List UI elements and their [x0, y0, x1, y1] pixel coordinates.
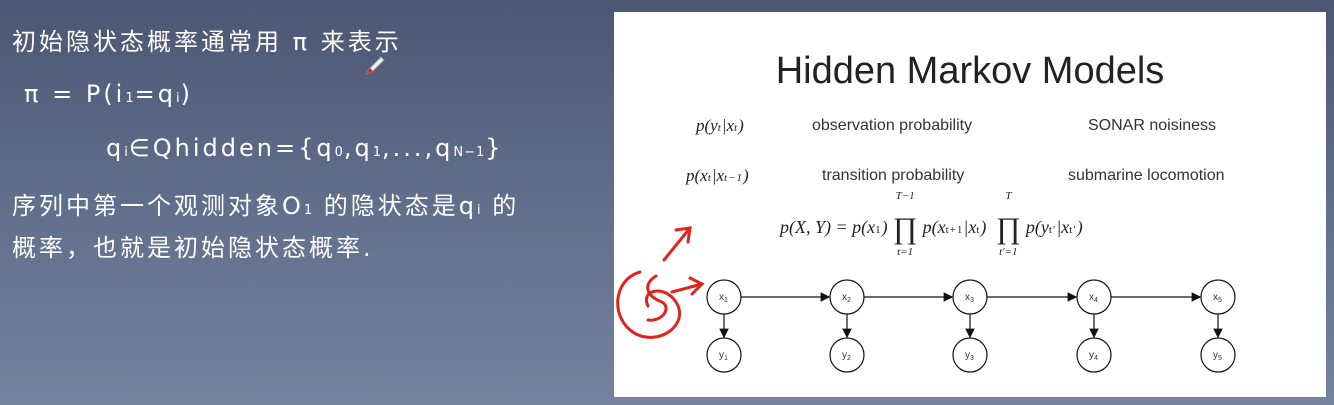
observed-node-label: y5	[1213, 350, 1222, 362]
hidden-node: x1	[706, 279, 742, 315]
hidden-node: x2	[829, 279, 865, 315]
term2-b: |x	[1056, 217, 1070, 238]
prod1-upper: T−1	[895, 190, 915, 202]
hidden-node-label: x5	[1213, 292, 1222, 304]
joint-lhs-end: )	[881, 217, 888, 238]
hidden-node: x5	[1200, 279, 1236, 315]
transition-example: submarine locomotion	[1068, 167, 1225, 184]
annotation-s-stroke	[646, 274, 668, 322]
transition-description: transition probability	[822, 167, 965, 184]
term2-c: )	[1076, 217, 1083, 238]
annotation-arrow-up	[662, 226, 692, 262]
left-line-1: 初始隐状态概率通常用 π 来表示	[12, 22, 402, 57]
annotation-arrow-up-head	[674, 226, 692, 244]
left-line-5: 概率，也就是初始隐状态概率.	[12, 228, 374, 263]
trans-term-a: p(x	[686, 166, 708, 185]
observed-node: y1	[706, 337, 742, 373]
line5-text: 概率，也就是初始隐状态概率.	[12, 234, 374, 262]
line4-sub-2: i	[477, 203, 482, 218]
slide-title: Hidden Markov Models	[775, 50, 1165, 92]
line3-sub-3: 1	[372, 145, 383, 160]
line3-part-a: q	[106, 134, 125, 162]
obs-term-a: p(y	[696, 116, 718, 135]
left-line-1-text: 初始隐状态概率通常用 π 来表示	[12, 28, 402, 56]
trans-term-sub2: t−1	[724, 172, 743, 184]
observed-node: y4	[1076, 337, 1112, 373]
term1-b: |x	[963, 217, 977, 238]
line3-part-d: ,...,q	[382, 134, 454, 162]
term2-sub1: t′	[1048, 224, 1057, 237]
observed-node-label: y1	[719, 350, 728, 362]
hidden-node-label: x1	[719, 292, 728, 304]
line2-sub-1: 1	[125, 91, 135, 106]
prod2-lower: t′=1	[999, 246, 1018, 258]
pen-cursor-icon	[364, 56, 385, 76]
line2-part-a: π = P(i	[24, 80, 126, 108]
hidden-node: x3	[952, 279, 988, 315]
joint-lhs-sub: 1	[875, 224, 882, 237]
line4-part-b: 的隐状态是q	[313, 192, 478, 220]
prod1-lower: t=1	[897, 246, 914, 258]
term1-sub1: t+1	[945, 224, 964, 237]
observation-example: SONAR noisiness	[1088, 117, 1217, 134]
transition-term: p(xt|xt−1)	[686, 166, 749, 186]
joint-probability-formula: p(X, Y) = p(x1) T−1 ∏ t=1 p(xt+1|xt) T ∏ t′=…	[780, 190, 1083, 258]
hidden-node-label: x3	[965, 292, 974, 304]
line3-part-e: }	[485, 134, 504, 162]
line3-sub-1: i	[124, 145, 129, 160]
annotation-arrow-right	[670, 282, 704, 294]
left-line-2: π = P(i1=qi)	[24, 80, 193, 108]
product-2: T ∏ t′=1	[995, 190, 1021, 258]
line3-sub-4: N−1	[453, 145, 486, 160]
term2-a: p(y	[1025, 217, 1049, 238]
observation-term: p(yt|xt)	[696, 116, 744, 136]
line4-part-c: 的	[481, 192, 520, 220]
line3-part-b: ∈Qhidden={q	[128, 134, 335, 162]
left-line-3: qi∈Qhidden={q0,q1,...,qN−1}	[106, 134, 504, 162]
observed-node: y5	[1200, 337, 1236, 373]
observed-node: y2	[829, 337, 865, 373]
observed-node-label: y4	[1089, 350, 1098, 362]
term1-sub2: t	[976, 224, 981, 237]
obs-term-sub2: t	[734, 122, 739, 134]
term1-c: )	[980, 217, 987, 238]
prod2-upper: T	[1005, 190, 1012, 202]
observation-description: observation probability	[812, 117, 973, 134]
trans-term-sub1: t	[707, 172, 712, 184]
term2-sub2: t′	[1069, 224, 1077, 237]
obs-term-c: )	[738, 116, 744, 135]
observed-node-label: y3	[965, 350, 974, 362]
trans-term-c: )	[742, 166, 749, 185]
line3-part-c: ,q	[343, 134, 373, 162]
product-1: T−1 ∏ t=1	[892, 190, 918, 258]
hidden-node: x4	[1076, 279, 1112, 315]
line3-sub-2: 0	[334, 145, 344, 160]
left-line-4: 序列中第一个观测对象O1 的隐状态是qi 的	[12, 186, 519, 221]
trans-term-b: |x	[711, 166, 724, 185]
line4-part-a: 序列中第一个观测对象O	[12, 192, 304, 220]
hidden-node-label: x4	[1089, 292, 1098, 304]
line2-part-b: =q	[134, 80, 176, 108]
line2-sub-2: i	[175, 91, 181, 106]
slide-panel: Hidden Markov Models p(yt|xt) observatio…	[614, 12, 1326, 397]
obs-term-b: |x	[721, 116, 734, 135]
line4-sub-1: 1	[303, 203, 314, 218]
hmm-graph: x1 x2 x3 x4 x5 y1 y2 y3 y4 y5	[706, 279, 1236, 373]
annotation-arrow-right-head	[688, 276, 705, 296]
hidden-node-label: x2	[842, 292, 851, 304]
obs-term-sub1: t	[717, 122, 722, 134]
joint-lhs: p(X, Y) = p(x	[780, 217, 876, 238]
term1-a: p(x	[922, 217, 946, 238]
observed-node-label: y2	[842, 350, 851, 362]
observed-node: y3	[952, 337, 988, 373]
annotation-circle	[616, 270, 682, 339]
line2-part-c: )	[180, 80, 193, 108]
